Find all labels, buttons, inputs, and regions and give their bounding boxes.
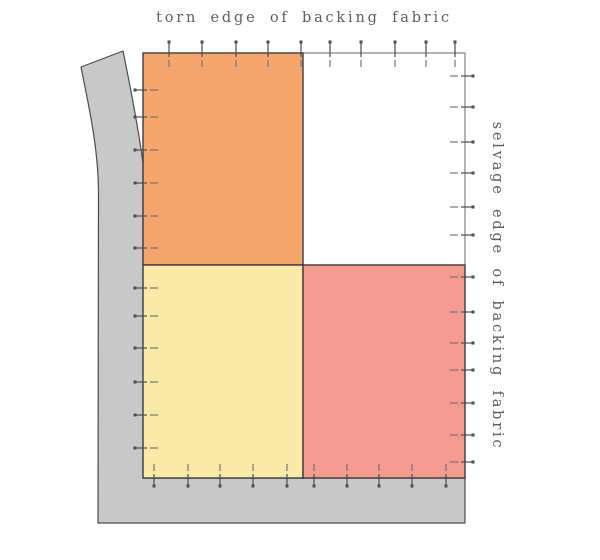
pin-icon <box>410 464 414 488</box>
pin-icon <box>450 460 475 464</box>
gray-band <box>80 50 466 524</box>
pin-icon <box>133 88 158 92</box>
pin-icon <box>133 314 158 318</box>
pin-icon <box>450 171 475 175</box>
pins-top <box>167 40 457 67</box>
pins-right <box>450 74 475 464</box>
pin-icon <box>218 464 222 488</box>
pin-icon <box>234 40 238 67</box>
pin-icon <box>359 40 363 67</box>
pin-icon <box>133 246 158 250</box>
pin-icon <box>167 40 171 67</box>
pin-icon <box>450 74 475 78</box>
pin-icon <box>285 464 289 488</box>
pin-icon <box>450 233 475 237</box>
pin-icon <box>312 464 316 488</box>
pin-icon <box>450 368 475 372</box>
orange-piece <box>142 52 304 266</box>
pin-icon <box>133 413 158 417</box>
pin-icon <box>450 310 475 314</box>
pin-icon <box>450 341 475 345</box>
pins-left <box>133 88 158 450</box>
pin-icon <box>133 286 158 290</box>
torn-edge-label: torn edge of backing fabric <box>156 10 452 26</box>
pin-icon <box>450 433 475 437</box>
pins-bottom <box>152 464 448 488</box>
pin-icon <box>377 464 381 488</box>
yellow-piece <box>142 264 304 479</box>
pin-icon <box>133 181 158 185</box>
pin-icon <box>453 40 457 67</box>
pin-icon <box>444 464 448 488</box>
pin-icon <box>266 40 270 67</box>
pin-icon <box>450 401 475 405</box>
pin-icon <box>299 40 303 67</box>
pin-icon <box>152 464 156 488</box>
pin-icon <box>133 148 158 152</box>
pin-icon <box>200 40 204 67</box>
pin-icon <box>450 140 475 144</box>
pin-icon <box>450 105 475 109</box>
pin-icon <box>345 464 349 488</box>
pin-icon <box>133 446 158 450</box>
pin-icon <box>133 115 158 119</box>
pin-icon <box>186 464 190 488</box>
pin-icon <box>328 40 332 67</box>
pin-icon <box>133 214 158 218</box>
pin-icon <box>450 275 475 279</box>
pin-icon <box>251 464 255 488</box>
pin-icon <box>450 205 475 209</box>
pin-icon <box>133 346 158 350</box>
pin-icon <box>424 40 428 67</box>
pin-icon <box>133 380 158 384</box>
red-piece <box>302 264 466 479</box>
pin-icon <box>393 40 397 67</box>
